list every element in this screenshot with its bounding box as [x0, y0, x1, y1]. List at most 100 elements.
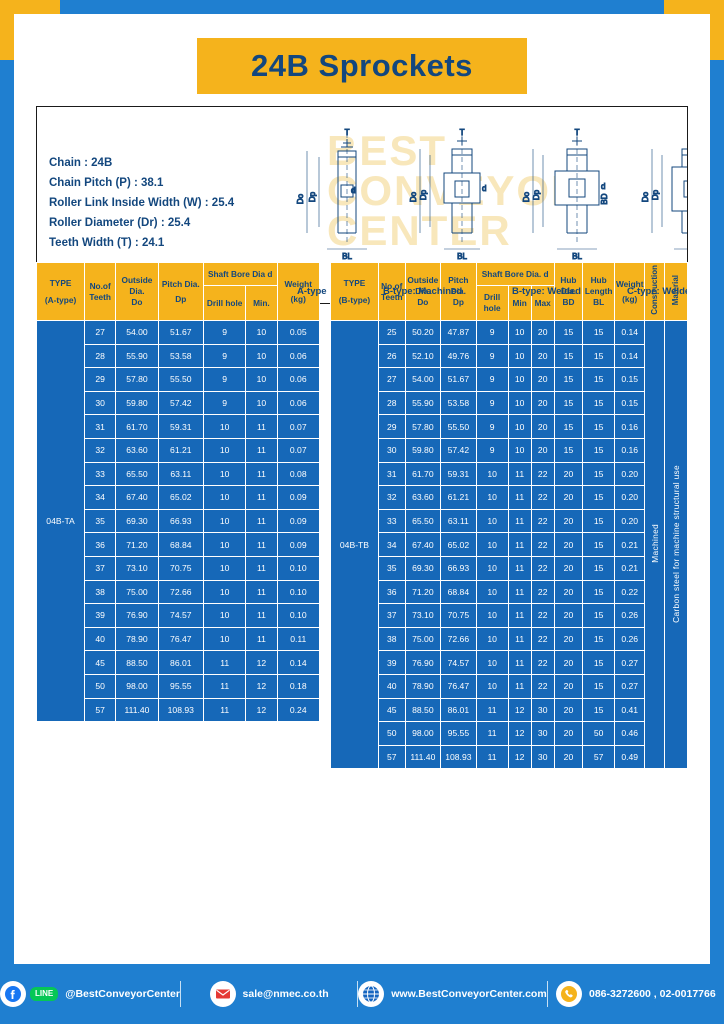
td-a-drill: 10: [202, 603, 247, 628]
td-a-min: 11: [245, 532, 278, 557]
td-b-bl: 15: [582, 414, 616, 439]
svg-text:BD: BD: [600, 193, 609, 204]
td-b-min: 11: [507, 485, 532, 510]
td-b-bd: 20: [553, 626, 584, 652]
td-a-weight: 0.06: [276, 390, 320, 416]
td-b-weight: 0.26: [614, 626, 646, 652]
td-b-weight: 0.20: [614, 485, 646, 510]
td-b-drill: 9: [475, 320, 509, 345]
corner-accent-top-right-h: [664, 0, 724, 14]
td-a-weight: 0.08: [276, 461, 320, 487]
td-b-bl: 15: [582, 485, 616, 510]
th-b-pitch-sub2: Dp: [452, 297, 464, 307]
td-a-teeth: 39: [84, 603, 117, 628]
table-row: 33 65.50 63.11 10 11 22 20 15 0.20: [331, 508, 688, 534]
table-row: 32 63.60 61.21 10 11 22 20 15 0.20: [331, 485, 688, 510]
td-a-weight: 0.18: [276, 673, 320, 699]
table-row: 34 67.40 65.02 10 11 22 20 15 0.21: [331, 532, 688, 557]
td-a-weight: 0.09: [276, 508, 320, 534]
td-a-min: 12: [245, 650, 278, 675]
td-a-teeth: 37: [84, 555, 117, 581]
td-b-drill: 10: [475, 461, 509, 487]
td-b-teeth: 38: [377, 626, 406, 652]
th-b-hublen-main: Hub: [590, 275, 607, 285]
sprocket-table-b: TYPE (B-type) No.of Teeth Outside: [330, 262, 689, 770]
td-b-do: 69.30: [404, 555, 442, 581]
td-a-do: 69.30: [115, 508, 159, 534]
th-b-outside-sub1: Dia.: [415, 286, 431, 296]
svg-text:Do: Do: [641, 191, 650, 202]
td-a-min: 11: [245, 508, 278, 534]
td-b-teeth: 57: [377, 744, 406, 770]
th-b-min: Min: [507, 285, 532, 321]
td-b-bl: 15: [582, 555, 616, 581]
td-a-do: 54.00: [115, 320, 159, 345]
td-b-bl: 15: [582, 320, 616, 345]
td-b-dp: 61.21: [440, 485, 477, 510]
drawing-label-a-type: A-type: [297, 286, 327, 297]
td-a-teeth: 50: [84, 673, 117, 699]
td-b-max: 22: [530, 603, 555, 628]
td-a-teeth: 36: [84, 532, 117, 557]
td-b-max: 22: [530, 555, 555, 581]
facebook-icon[interactable]: [0, 981, 26, 1007]
table-row: 35 69.30 66.93 10 11 22 20 15 0.21: [331, 555, 688, 581]
footer-phone[interactable]: 086-3272600 , 02-0017766: [548, 981, 724, 1007]
td-b-drill: 9: [475, 367, 509, 392]
footer-email[interactable]: sale@nmec.co.th: [181, 981, 357, 1007]
td-a-do: 88.50: [115, 650, 159, 675]
td-b-weight: 0.22: [614, 579, 646, 605]
td-a-teeth: 30: [84, 390, 117, 416]
td-b-weight: 0.15: [614, 390, 646, 416]
td-b-bd: 20: [553, 673, 584, 699]
td-b-min: 12: [507, 721, 532, 746]
td-a-min: 10: [245, 390, 278, 416]
td-b-drill: 10: [475, 650, 509, 675]
td-b-bd: 15: [553, 414, 584, 439]
td-a-teeth: 34: [84, 485, 117, 510]
td-a-teeth: 38: [84, 579, 117, 605]
td-a-drill: 10: [202, 579, 247, 605]
td-b-drill: 11: [475, 744, 509, 770]
footer-website[interactable]: www.BestConveyorCenter.com: [358, 981, 547, 1007]
td-a-weight: 0.24: [276, 697, 320, 723]
svg-text:Dp: Dp: [651, 189, 660, 200]
phone-icon[interactable]: [555, 981, 582, 1007]
td-a-min: 11: [245, 579, 278, 605]
td-a-dp: 76.47: [157, 626, 204, 652]
td-b-dp: 59.31: [440, 461, 477, 487]
td-b-weight: 0.27: [614, 650, 646, 675]
email-icon[interactable]: [209, 981, 236, 1007]
td-b-do: 76.90: [404, 650, 442, 675]
td-b-min: 11: [507, 673, 532, 699]
td-b-bl: 15: [582, 508, 616, 534]
spec-line-inside-width: Roller Link Inside Width (W) : 25.4: [49, 197, 235, 209]
td-a-drill: 11: [202, 650, 247, 675]
td-b-max: 22: [530, 626, 555, 652]
td-a-dp: 72.66: [157, 579, 204, 605]
line-icon[interactable]: LINE: [30, 987, 59, 1001]
td-b-dp: 55.50: [440, 414, 477, 439]
td-b-min: 12: [507, 744, 532, 770]
th-b-hubdia-sub1: Dia.: [560, 286, 577, 296]
sprocket-drawings: Do Dp d T BL: [287, 113, 687, 303]
td-a-dp: 61.21: [157, 437, 204, 463]
footer-contact-bar: LINE @BestConveyorCenter sale@nmec.co.th…: [0, 964, 724, 1024]
spec-line-roller-diameter: Roller Diameter (Dr) : 25.4: [49, 217, 191, 229]
th-b-material: Material: [663, 262, 689, 321]
td-b-do: 61.70: [404, 461, 442, 487]
sprocket-technical-drawings-svg: Do Dp d T BL: [296, 128, 687, 262]
td-b-type-value: 04B-TB: [330, 319, 379, 770]
table-row: 26 52.10 49.76 9 10 20 15 15 0.14: [331, 343, 688, 369]
table-row: 37 73.10 70.75 10 11 22 20 15 0.26: [331, 603, 688, 628]
td-b-teeth: 36: [377, 579, 406, 605]
globe-icon[interactable]: [358, 981, 385, 1007]
td-b-do: 57.80: [404, 414, 442, 439]
table-row: 45 88.50 86.01 11 12 0.14: [37, 650, 320, 675]
table-b-body: 04B-TB 25 50.20 47.87 9 10 20 15 15 0.14 Machine…: [330, 319, 689, 770]
th-b-hub-dia: Hub Dia. BD: [553, 262, 584, 321]
td-a-weight: 0.11: [276, 626, 320, 652]
footer-facebook[interactable]: LINE @BestConveyorCenter: [0, 981, 180, 1007]
td-a-drill: 10: [202, 485, 247, 510]
td-b-do: 63.60: [404, 485, 442, 510]
